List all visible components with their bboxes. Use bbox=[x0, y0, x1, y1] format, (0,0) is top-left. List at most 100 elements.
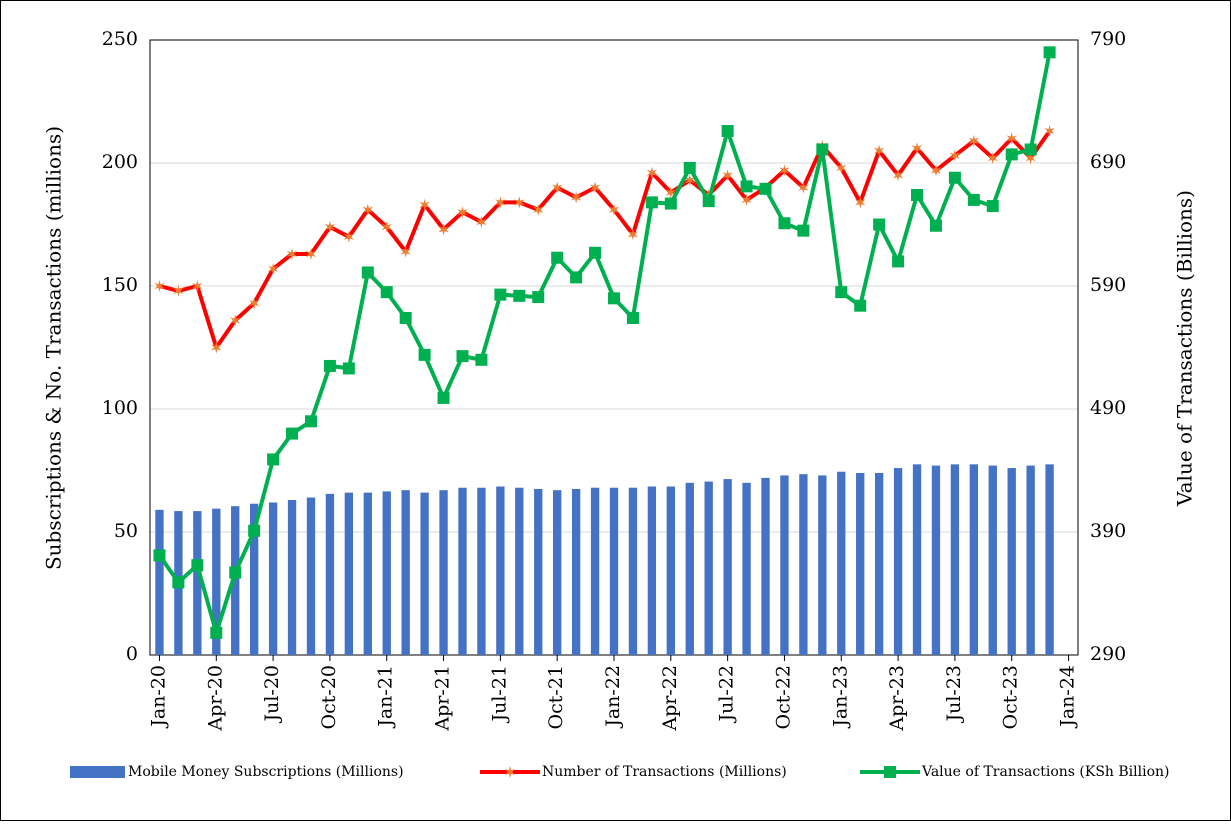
bar bbox=[571, 488, 581, 655]
marker bbox=[191, 559, 204, 572]
marker bbox=[684, 174, 695, 187]
bar bbox=[837, 471, 846, 655]
marker bbox=[494, 288, 507, 301]
marker bbox=[816, 143, 829, 156]
legend-marker bbox=[504, 766, 516, 778]
legend-marker bbox=[884, 766, 896, 778]
marker bbox=[380, 286, 393, 299]
marker bbox=[967, 193, 980, 206]
legend-label: Number of Transactions (Millions) bbox=[542, 764, 787, 780]
bar bbox=[534, 488, 543, 655]
marker bbox=[476, 216, 487, 228]
marker bbox=[1006, 132, 1017, 145]
marker bbox=[608, 203, 620, 216]
bar bbox=[590, 487, 600, 655]
bar bbox=[515, 487, 524, 655]
bar bbox=[1026, 465, 1035, 655]
bar bbox=[193, 511, 202, 655]
y2-tick-label: 290 bbox=[1090, 643, 1126, 665]
bar bbox=[874, 472, 884, 655]
marker bbox=[721, 125, 734, 138]
x-tick-label: Apr-23 bbox=[886, 665, 908, 732]
bar bbox=[401, 490, 410, 655]
marker bbox=[1044, 125, 1055, 137]
marker bbox=[532, 291, 545, 304]
bar bbox=[799, 474, 808, 655]
bar bbox=[212, 508, 221, 655]
marker bbox=[665, 186, 676, 199]
marker bbox=[1043, 46, 1056, 59]
bar bbox=[420, 492, 429, 655]
bar bbox=[912, 464, 922, 655]
marker bbox=[153, 549, 166, 562]
legend-label: Value of Transactions (KSh Billion) bbox=[921, 764, 1170, 780]
marker bbox=[551, 251, 564, 264]
marker bbox=[304, 415, 317, 428]
x-tick-label: Oct-23 bbox=[1000, 665, 1022, 729]
x-tick-label: Oct-20 bbox=[318, 665, 340, 729]
marker bbox=[438, 223, 449, 236]
marker bbox=[324, 221, 336, 233]
marker bbox=[911, 142, 923, 155]
marker bbox=[456, 350, 469, 363]
marker bbox=[986, 200, 999, 213]
marker bbox=[381, 221, 392, 233]
marker bbox=[722, 169, 733, 182]
marker bbox=[249, 297, 260, 310]
bar bbox=[742, 482, 751, 655]
x-tick-label: Apr-21 bbox=[432, 665, 454, 732]
x-tick-label: Jan-21 bbox=[375, 665, 397, 729]
bar bbox=[287, 500, 297, 655]
marker bbox=[362, 203, 373, 216]
marker bbox=[835, 286, 848, 299]
marker bbox=[418, 348, 431, 361]
bar bbox=[856, 472, 865, 655]
y2-axis-title: Value of Transactions (Billions) bbox=[1173, 190, 1197, 507]
x-tick-label: Jul-20 bbox=[261, 665, 283, 724]
bar bbox=[988, 465, 997, 655]
marker bbox=[210, 626, 223, 639]
marker bbox=[589, 181, 601, 194]
bar bbox=[818, 475, 827, 655]
bar bbox=[268, 502, 278, 655]
marker bbox=[836, 161, 847, 174]
marker bbox=[229, 566, 242, 579]
x-tick-label: Jan-20 bbox=[147, 665, 169, 729]
bar bbox=[704, 481, 713, 655]
x-tick-label: Jul-23 bbox=[943, 665, 965, 724]
marker bbox=[741, 193, 752, 206]
marker bbox=[855, 196, 866, 209]
bar bbox=[553, 490, 562, 655]
bar bbox=[1007, 468, 1016, 655]
marker bbox=[664, 197, 677, 210]
marker bbox=[778, 217, 791, 230]
marker bbox=[173, 284, 184, 297]
legend-swatch bbox=[70, 766, 125, 778]
marker bbox=[172, 576, 185, 589]
marker bbox=[702, 195, 715, 208]
marker bbox=[929, 219, 942, 232]
marker bbox=[1024, 143, 1037, 156]
marker bbox=[646, 166, 658, 179]
marker bbox=[740, 180, 753, 193]
y-tick-label: 250 bbox=[102, 28, 138, 50]
y2-tick-label: 590 bbox=[1090, 274, 1126, 296]
marker bbox=[968, 134, 979, 147]
marker bbox=[987, 152, 998, 165]
x-tick-label: Jul-21 bbox=[488, 665, 510, 724]
marker bbox=[323, 359, 336, 372]
y-tick-label: 50 bbox=[114, 520, 138, 542]
marker bbox=[948, 171, 961, 184]
marker bbox=[192, 280, 203, 292]
y-tick-label: 200 bbox=[102, 151, 138, 173]
marker bbox=[892, 255, 905, 268]
marker bbox=[342, 362, 355, 375]
marker bbox=[854, 299, 867, 312]
marker bbox=[627, 228, 639, 241]
marker bbox=[154, 280, 165, 292]
marker bbox=[1005, 148, 1018, 161]
x-tick-label: Oct-21 bbox=[545, 665, 567, 729]
x-tick-label: Jan-24 bbox=[1057, 665, 1079, 729]
y-tick-label: 100 bbox=[102, 397, 138, 419]
